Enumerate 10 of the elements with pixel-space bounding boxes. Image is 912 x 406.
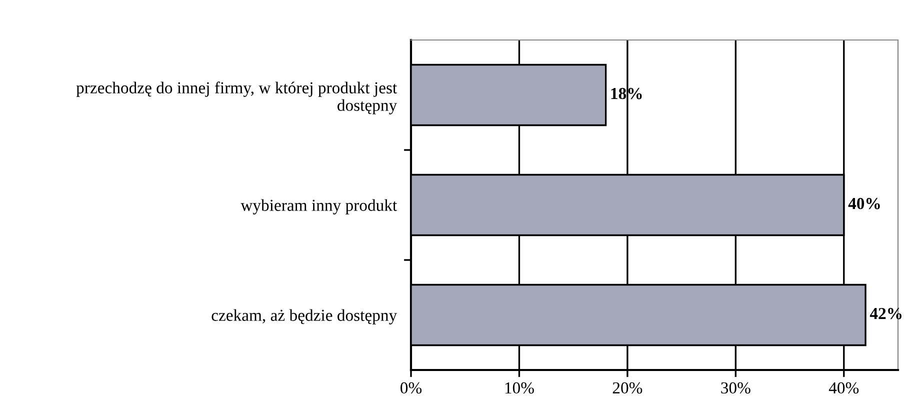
x-tick-label: 40% — [828, 382, 859, 394]
x-tick-label: 30% — [721, 382, 750, 394]
y-tick-label: przechodzę do innej firmy, w której produkt jest dostępny — [76, 82, 398, 114]
data-label: 42% — [870, 308, 902, 320]
y-tick-label: czekam, aż będzie dostępny — [212, 309, 398, 324]
x-tick-label: 10% — [505, 382, 534, 394]
data-label: 40% — [848, 198, 880, 210]
x-tick-label: 20% — [612, 382, 642, 394]
x-tick-label: 0% — [400, 382, 422, 394]
y-tick-label: wybieram inny produkt — [240, 199, 398, 214]
